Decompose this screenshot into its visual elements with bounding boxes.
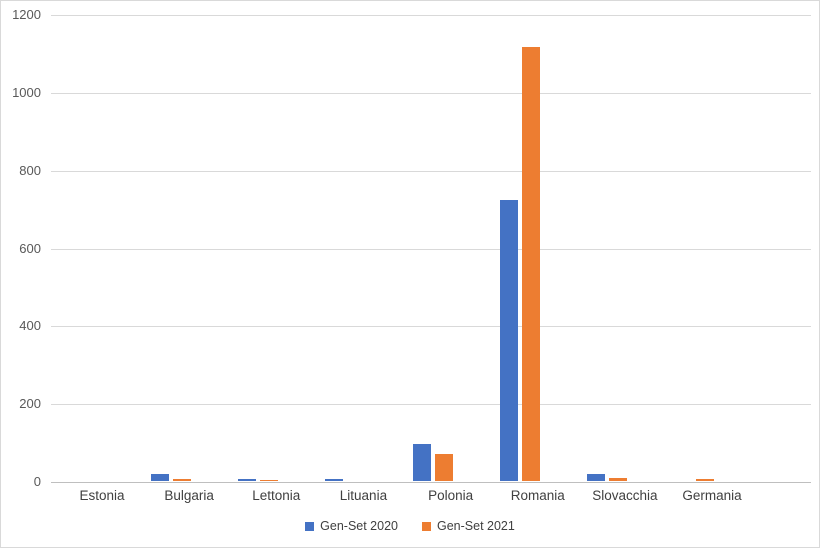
x-label-lettonia: Lettonia — [252, 488, 301, 503]
legend-item-gen-set-2020: Gen-Set 2020 — [305, 519, 398, 534]
bar-gen-set-2021-bulgaria — [173, 479, 192, 481]
legend-swatch-gen-set-2020 — [305, 522, 315, 531]
bar-gen-set-2021-germania — [696, 479, 715, 481]
y-tick-label-800: 800 — [19, 162, 41, 178]
legend: Gen-Set 2020 Gen-Set 2021 — [1, 519, 819, 534]
x-label-bulgaria: Bulgaria — [164, 488, 214, 503]
bar-gen-set-2021-romania — [521, 47, 540, 481]
legend-swatch-gen-set-2021 — [422, 522, 431, 531]
y-tick-label-400: 400 — [19, 318, 41, 334]
x-label-slovacchia: Slovacchia — [592, 488, 658, 503]
gridline-800 — [51, 170, 811, 172]
bar-gen-set-2020-lettonia — [238, 479, 257, 481]
bar-gen-set-2020-lituania — [325, 479, 344, 481]
y-tick-label-600: 600 — [19, 240, 41, 256]
x-axis: Estonia Bulgaria Lettonia Lituania Polonia Ro… — [1, 487, 819, 505]
bar-gen-set-2021-polonia — [434, 453, 453, 481]
gridline-1000 — [51, 92, 811, 94]
gridline-600 — [51, 248, 811, 250]
bar-gen-set-2020-bulgaria — [151, 474, 170, 481]
x-label-lituania: Lituania — [339, 488, 388, 503]
bar-gen-set-2020-romania — [499, 200, 518, 481]
legend-label-gen-set-2021: Gen-Set 2021 — [437, 519, 515, 533]
plot-area — [51, 15, 811, 483]
gridline-400 — [51, 326, 811, 328]
gridline-1200 — [51, 15, 811, 16]
y-tick-label-1200: 1200 — [12, 7, 41, 22]
bar-gen-set-2021-slovacchia — [608, 477, 627, 481]
legend-item-gen-set-2021: Gen-Set 2021 — [422, 519, 515, 534]
bar-gen-set-2020-polonia — [412, 444, 431, 481]
gridline-0 — [51, 482, 811, 483]
y-tick-label-0: 0 — [33, 474, 41, 489]
bar-gen-set-2021-lettonia — [260, 479, 279, 481]
gridline-200 — [51, 404, 811, 406]
bar-gen-set-2020-slovacchia — [586, 474, 605, 481]
x-label-germania: Germania — [682, 488, 742, 503]
x-label-estonia: Estonia — [79, 488, 125, 503]
y-tick-label-1000: 1000 — [12, 84, 41, 100]
y-tick-label-200: 200 — [19, 396, 41, 412]
x-label-romania: Romania — [510, 488, 565, 503]
x-label-polonia: Polonia — [428, 488, 474, 503]
legend-label-gen-set-2020: Gen-Set 2020 — [320, 519, 398, 533]
